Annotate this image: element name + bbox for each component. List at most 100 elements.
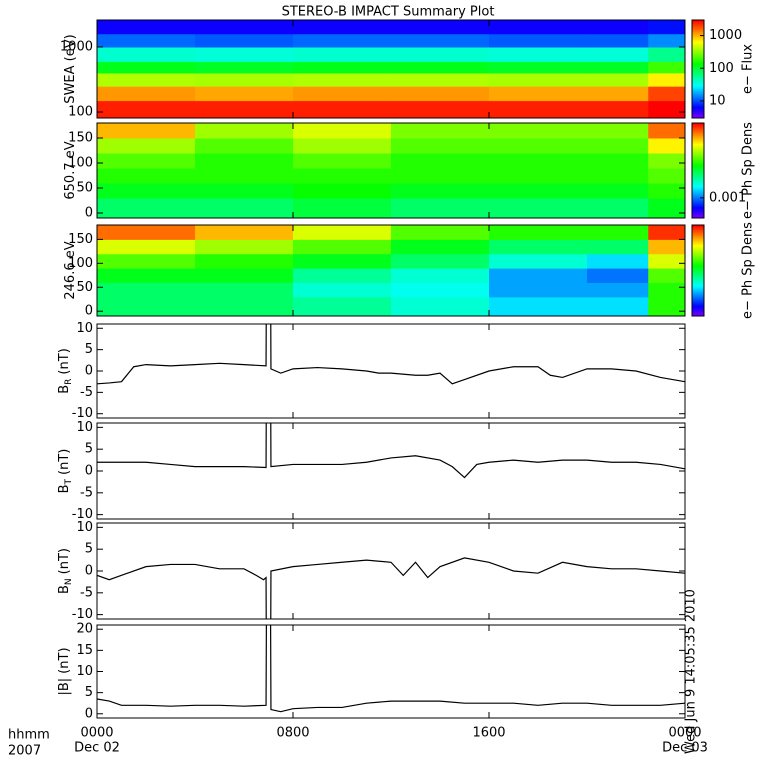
panel	[97, 20, 685, 118]
heatmap-cell	[97, 153, 196, 169]
heatmap-cell	[293, 100, 392, 118]
colorbar-segment	[692, 189, 704, 192]
heatmap-cell	[587, 33, 649, 48]
colorbar-segment	[692, 149, 704, 152]
colorbar-segment	[692, 297, 704, 300]
colorbar-segment	[692, 59, 704, 62]
heatmap-cell	[489, 153, 588, 169]
colorbar-segment	[692, 253, 704, 256]
heatmap-cell	[391, 138, 490, 154]
y-axis-label: BN(nT)	[57, 548, 74, 594]
y-tick-label: 50	[76, 181, 93, 196]
colorbar-frame	[691, 19, 705, 119]
colorbar-segment	[692, 176, 704, 179]
heatmap-cell	[195, 100, 294, 118]
heatmap-cell	[489, 138, 588, 154]
colorbar-tick-label: 1000	[709, 28, 742, 43]
heatmap-cell	[195, 183, 294, 199]
colorbar-segment	[692, 314, 704, 317]
colorbar-segment	[692, 124, 704, 127]
heatmap-cell	[293, 20, 392, 35]
colorbar-segment	[692, 69, 704, 72]
heatmap-cell	[293, 46, 392, 62]
heatmap-cell	[648, 168, 685, 184]
x-axis-label: hhmm	[8, 728, 50, 743]
colorbar-segment	[692, 311, 704, 314]
y-axis-label: SWEA (eV)	[63, 34, 78, 103]
heatmap-cell	[587, 72, 649, 87]
panel-frame	[96, 522, 686, 620]
panel-frame	[96, 224, 686, 317]
heatmap-cell	[391, 86, 490, 102]
colorbar-segment	[692, 256, 704, 259]
heatmap-cell	[293, 153, 392, 169]
panel	[97, 123, 685, 218]
heatmap-cell	[195, 61, 294, 74]
y-tick-label: 10	[76, 420, 93, 435]
y-axis-label: BT(nT)	[57, 449, 74, 494]
heatmap-cell	[391, 153, 490, 169]
y-tick-label: -5	[80, 485, 93, 500]
heatmap-cell	[648, 100, 685, 118]
heatmap-cell	[391, 61, 490, 74]
colorbar-segment	[692, 259, 704, 262]
y-tick-label: 100	[68, 156, 93, 171]
colorbar-segment	[692, 108, 704, 111]
colorbar-segment	[692, 270, 704, 273]
colorbar-segment	[692, 206, 704, 209]
panel	[97, 557, 685, 619]
colorbar-segment	[692, 140, 704, 143]
colorbar-tick-label: 0.001	[709, 190, 746, 205]
heatmap-cell	[97, 46, 196, 62]
colorbar-label: e− Ph Sp Dens	[741, 122, 756, 219]
data-line	[97, 423, 685, 479]
data-line	[97, 625, 685, 713]
heatmap-cell	[97, 86, 196, 102]
heatmap-cell	[391, 72, 490, 87]
heatmap-cell	[489, 123, 588, 139]
colorbar-segment	[692, 65, 704, 68]
colorbar-segment	[692, 37, 704, 41]
colorbar-segment	[692, 290, 704, 293]
figure-title: STEREO-B IMPACT Summary Plot	[282, 5, 495, 20]
heatmap-cell	[648, 72, 685, 87]
y-tick-label: 100	[68, 256, 93, 271]
colorbar-segment	[692, 306, 704, 309]
colorbar-segment	[692, 302, 704, 305]
colorbar-segment	[692, 165, 704, 168]
colorbar-segment	[692, 200, 704, 203]
heatmap-cell	[195, 153, 294, 169]
heatmap-cell	[489, 198, 588, 218]
colorbar-segment	[692, 109, 704, 112]
heatmap-cell	[587, 282, 649, 298]
heatmap-cell	[587, 138, 649, 154]
colorbar-segment	[692, 49, 704, 52]
colorbar-segment	[692, 192, 704, 195]
heatmap-cell	[293, 198, 392, 218]
colorbar-segment	[692, 142, 704, 145]
heatmap-cell	[195, 20, 294, 35]
colorbar-segment	[692, 135, 704, 138]
heatmap-cell	[489, 33, 588, 48]
colorbar-segment	[692, 151, 704, 154]
heatmap-cell	[195, 168, 294, 184]
colorbar-segment	[692, 279, 704, 282]
colorbar-segment	[692, 211, 704, 214]
heatmap-cell	[587, 225, 649, 240]
heatmap-cell	[587, 20, 649, 35]
heatmap-cell	[391, 239, 490, 255]
colorbar-segment	[692, 67, 704, 70]
colorbar-segment	[692, 191, 704, 194]
colorbar-segment	[692, 157, 704, 160]
heatmap-cell	[97, 100, 196, 118]
y-tick-label: 10	[76, 664, 93, 679]
heatmap-cell	[587, 268, 649, 283]
colorbar-segment	[692, 134, 704, 137]
panel-frame	[96, 422, 686, 520]
colorbar-segment	[692, 60, 704, 63]
y-tick-label: 150	[68, 131, 93, 146]
y-tick-label: 5	[85, 542, 93, 557]
heatmap-cell	[391, 123, 490, 139]
heatmap-cell	[648, 268, 685, 283]
heatmap-cell	[391, 33, 490, 48]
